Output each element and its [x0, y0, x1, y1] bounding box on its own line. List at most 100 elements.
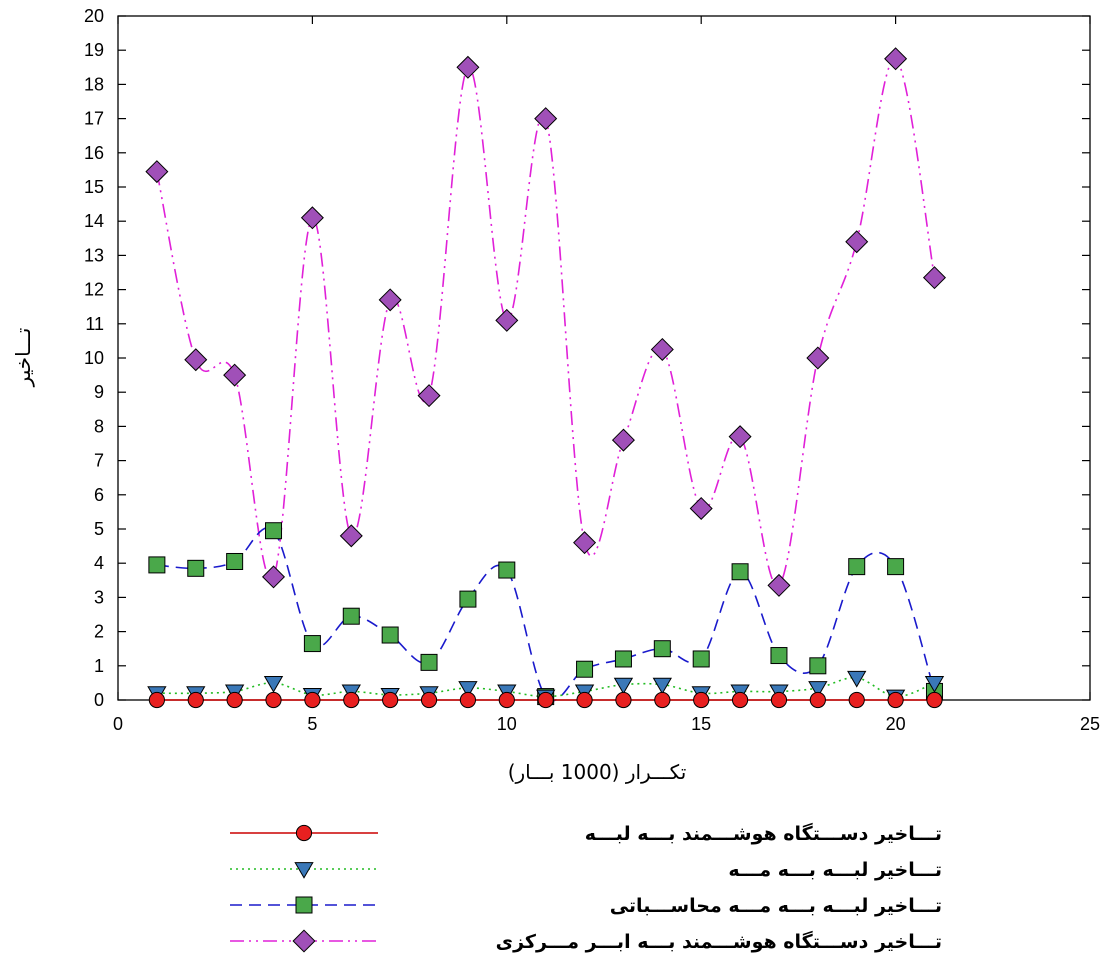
legend-marker — [295, 896, 313, 914]
y-tick-label: 4 — [94, 553, 104, 573]
data-point — [924, 676, 945, 693]
x-tick-label: 10 — [497, 714, 517, 734]
data-point — [265, 522, 283, 540]
data-point — [654, 691, 671, 709]
data-point — [806, 346, 830, 370]
data-point — [573, 531, 597, 555]
data-point — [459, 590, 477, 608]
series-4-points — [145, 47, 946, 597]
series-line-4 — [156, 57, 936, 587]
x-axis-title: تکـــرار (1000 بـــار) — [508, 760, 687, 784]
data-point — [809, 657, 827, 675]
data-point — [187, 691, 204, 709]
y-tick-label: 14 — [84, 211, 104, 231]
y-tick-label: 2 — [94, 622, 104, 642]
y-tick-label: 9 — [94, 382, 104, 402]
x-tick-label: 25 — [1080, 714, 1100, 734]
y-tick-label: 13 — [84, 245, 104, 265]
data-point — [537, 691, 554, 709]
data-point — [382, 691, 399, 709]
data-point — [304, 691, 321, 709]
data-point — [614, 650, 632, 668]
data-point — [615, 691, 632, 709]
x-tick-label: 20 — [886, 714, 906, 734]
data-point — [226, 691, 243, 709]
legend: تـــاخیر دســـتگاه هوشـــمند بـــه لبـــ… — [230, 822, 942, 953]
data-point — [148, 691, 165, 709]
data-point — [498, 561, 516, 579]
data-point — [184, 348, 208, 372]
data-point — [339, 524, 363, 548]
data-point — [770, 647, 788, 665]
data-point — [845, 230, 869, 254]
data-point — [887, 691, 904, 709]
data-point — [226, 552, 244, 570]
data-point — [495, 308, 519, 332]
data-point — [534, 107, 558, 131]
data-point — [728, 425, 752, 449]
y-tick-label: 15 — [84, 177, 104, 197]
data-point — [458, 681, 478, 698]
legend-label: تـــاخیر لبـــه بـــه مـــه محاســـباتی — [610, 895, 942, 917]
data-point — [848, 558, 866, 576]
data-point — [922, 266, 946, 290]
y-tick-label: 1 — [94, 656, 104, 676]
data-point — [653, 640, 671, 658]
data-point — [692, 650, 710, 668]
legend-label: تـــاخیر دســـتگاه هوشـــمند بـــه لبـــ… — [585, 822, 942, 845]
y-tick-label: 16 — [84, 143, 104, 163]
data-point — [767, 573, 791, 597]
y-tick-label: 5 — [94, 519, 104, 539]
x-tick-label: 5 — [307, 714, 317, 734]
y-axis-title: تـــاخیر — [11, 328, 35, 388]
data-point — [848, 691, 865, 709]
data-point — [420, 653, 438, 671]
data-point — [145, 160, 169, 184]
data-point — [343, 691, 360, 709]
legend-entry-4: تـــاخیر دســـتگاه هوشـــمند بـــه ابـــ… — [230, 929, 942, 953]
data-point — [303, 635, 321, 653]
data-point — [887, 558, 905, 576]
y-tick-label: 17 — [84, 109, 104, 129]
y-tick-label: 12 — [84, 280, 104, 300]
data-point — [884, 47, 908, 71]
data-point — [652, 677, 672, 695]
data-point — [576, 660, 594, 678]
data-point — [456, 55, 480, 79]
series-markers — [145, 47, 946, 709]
data-point — [263, 676, 284, 693]
data-point — [809, 691, 826, 709]
data-point — [459, 691, 477, 709]
data-point — [187, 559, 205, 577]
series-line-3 — [156, 527, 936, 702]
legend-marker — [292, 929, 316, 953]
data-point — [378, 288, 402, 312]
data-point — [808, 681, 828, 698]
legend-marker — [295, 824, 313, 842]
data-point — [576, 691, 593, 709]
y-tick-label: 20 — [84, 6, 104, 26]
y-tick-label: 6 — [94, 485, 104, 505]
legend-label: تـــاخیر لبـــه بـــه مـــه — [728, 859, 942, 881]
data-point — [847, 670, 867, 688]
data-point — [926, 691, 943, 709]
data-point — [693, 691, 710, 709]
y-tick-label: 0 — [94, 690, 104, 710]
data-point — [613, 677, 634, 695]
data-point — [611, 428, 635, 452]
y-tick-label: 8 — [94, 416, 104, 436]
plot-frame — [117, 15, 1091, 701]
data-point — [731, 691, 749, 709]
data-point — [731, 563, 749, 581]
data-point — [498, 691, 515, 709]
y-tick-label: 18 — [84, 74, 104, 94]
data-point — [689, 496, 713, 520]
legend-label: تـــاخیر دســـتگاه هوشـــمند بـــه ابـــ… — [496, 930, 942, 953]
y-tick-label: 10 — [84, 348, 104, 368]
x-tick-label: 0 — [113, 714, 123, 734]
data-point — [262, 565, 286, 589]
data-point — [417, 384, 441, 408]
data-point — [223, 363, 247, 387]
y-tick-label: 11 — [85, 314, 104, 334]
